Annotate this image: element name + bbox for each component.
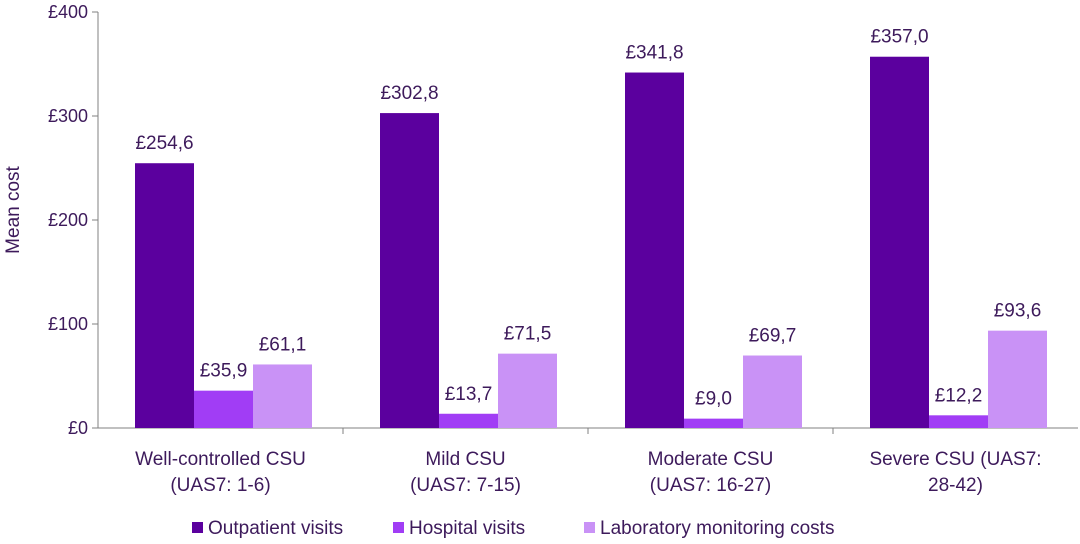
data-label: £357,0 bbox=[870, 27, 928, 48]
y-tick-label: £200 bbox=[48, 210, 88, 230]
bar bbox=[380, 113, 439, 428]
category-label: (UAS7: 7-15) bbox=[410, 475, 521, 496]
category-label: Well-controlled CSU bbox=[135, 449, 306, 470]
data-label: £302,8 bbox=[380, 83, 438, 104]
legend-swatch bbox=[192, 522, 203, 533]
data-label: £9,0 bbox=[695, 389, 732, 410]
legend-swatch bbox=[393, 522, 404, 533]
category-label: Moderate CSU bbox=[648, 449, 774, 470]
data-label: £341,8 bbox=[625, 43, 683, 64]
bars bbox=[135, 56, 1047, 428]
y-axis-label: Mean cost bbox=[3, 165, 24, 253]
category-label: (UAS7: 16-27) bbox=[650, 475, 771, 496]
category-labels: Well-controlled CSU (UAS7: 1-6) Mild CSU (U… bbox=[135, 449, 1041, 496]
category-label: Severe CSU (UAS7: bbox=[869, 449, 1041, 470]
category-label: Mild CSU bbox=[425, 449, 505, 470]
bar bbox=[988, 330, 1047, 428]
bar bbox=[743, 355, 802, 428]
bar bbox=[439, 413, 498, 428]
y-tick-label: £300 bbox=[48, 106, 88, 126]
bar bbox=[870, 56, 929, 428]
data-label: £61,1 bbox=[259, 334, 307, 355]
data-label: £69,7 bbox=[749, 326, 797, 347]
data-label: £93,6 bbox=[994, 301, 1042, 322]
data-label: £13,7 bbox=[445, 384, 493, 405]
bar bbox=[929, 415, 988, 428]
legend-swatch bbox=[584, 522, 595, 533]
y-tick-label: £0 bbox=[68, 418, 88, 438]
legend-label: Laboratory monitoring costs bbox=[600, 518, 834, 539]
legend-label: Hospital visits bbox=[409, 518, 525, 539]
data-labels: £254,6 £302,8 £341,8 £357,0 £35,9 £13,7 £9,0 £1… bbox=[135, 27, 1041, 410]
data-label: £35,9 bbox=[200, 361, 248, 382]
category-label: (UAS7: 1-6) bbox=[170, 475, 270, 496]
bar bbox=[194, 390, 253, 428]
bar bbox=[253, 364, 312, 428]
bar bbox=[135, 163, 194, 428]
bar bbox=[625, 72, 684, 428]
data-label: £71,5 bbox=[504, 324, 552, 345]
y-tick-label: £400 bbox=[48, 2, 88, 22]
y-tick-label: £100 bbox=[48, 314, 88, 334]
bar bbox=[498, 353, 557, 428]
data-label: £12,2 bbox=[935, 385, 983, 406]
legend-label: Outpatient visits bbox=[208, 518, 343, 539]
data-label: £254,6 bbox=[135, 133, 193, 154]
legend: Outpatient visits Hospital visits Laborato… bbox=[192, 518, 834, 539]
category-label: 28-42) bbox=[928, 475, 983, 496]
bar bbox=[684, 418, 743, 428]
